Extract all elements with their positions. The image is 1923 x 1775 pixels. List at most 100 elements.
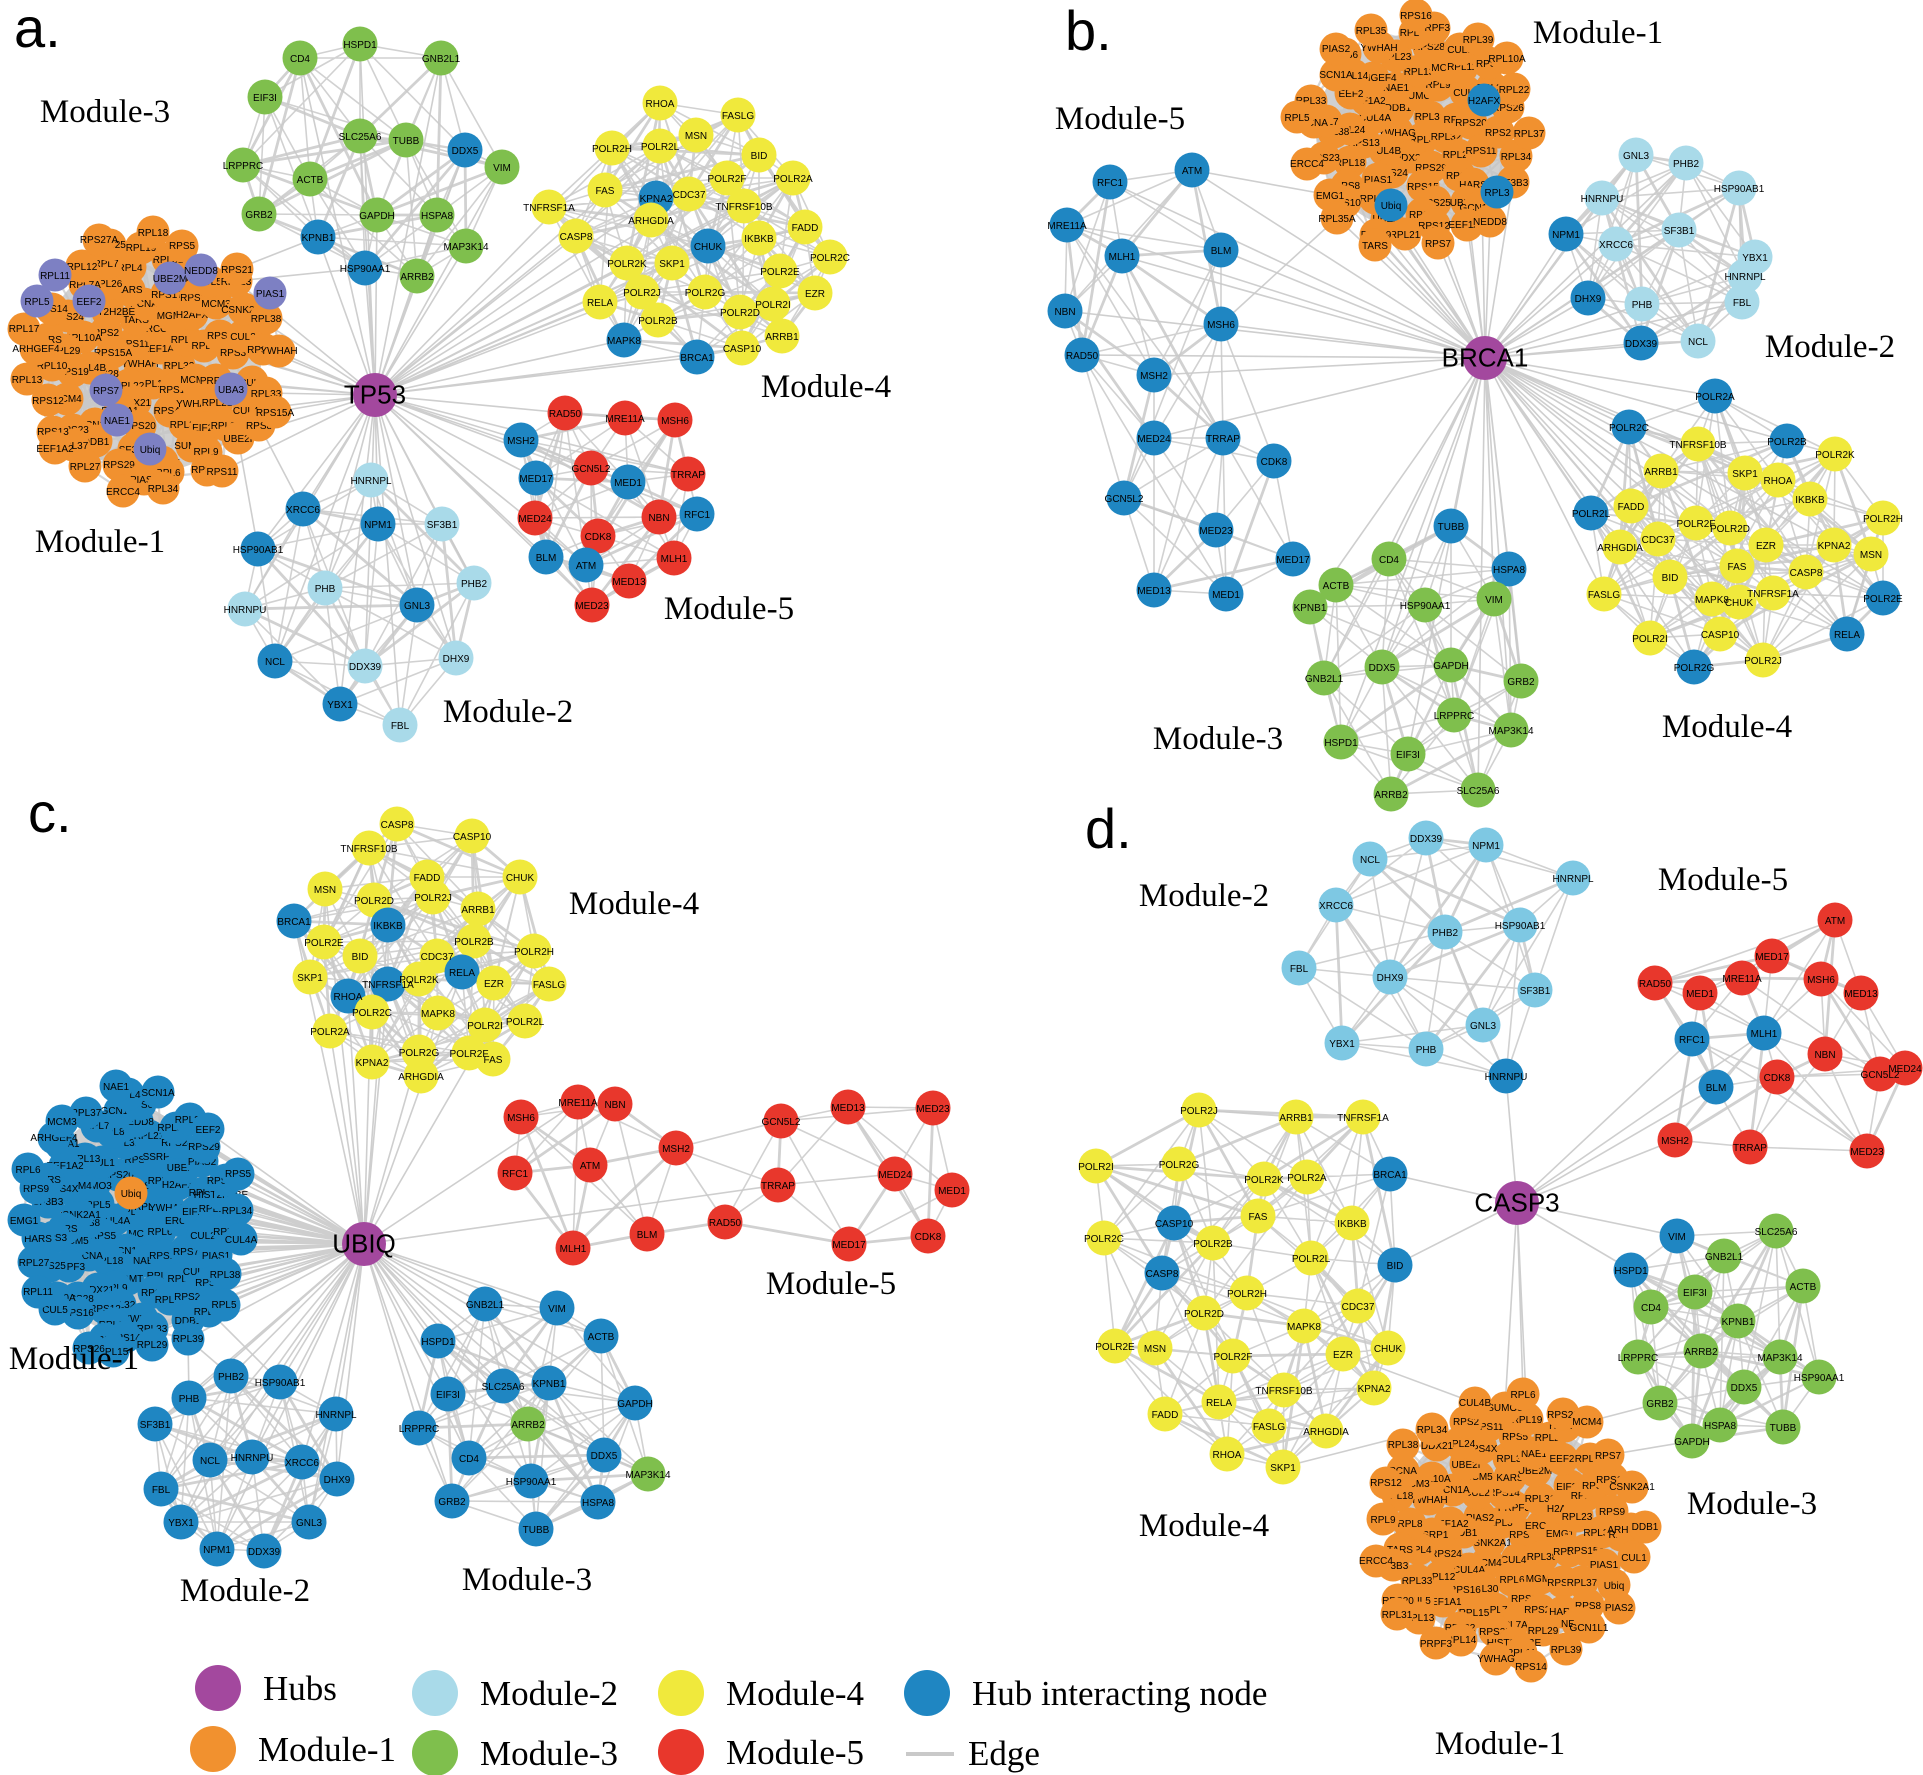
svg-text:RAD50: RAD50 (1639, 979, 1672, 990)
svg-text:NPM1: NPM1 (1472, 841, 1500, 852)
svg-text:NEDD8: NEDD8 (120, 1117, 154, 1128)
svg-text:MLH1: MLH1 (661, 554, 688, 565)
svg-text:RPL5: RPL5 (24, 297, 49, 308)
svg-text:MED23: MED23 (575, 601, 609, 612)
svg-text:RPS12: RPS12 (89, 1304, 121, 1315)
svg-text:ARHGEF4: ARHGEF4 (1349, 73, 1397, 84)
svg-text:GCN5L2: GCN5L2 (1105, 494, 1144, 505)
svg-text:KPNA2: KPNA2 (640, 194, 673, 205)
svg-text:POLR2B: POLR2B (454, 937, 494, 948)
svg-text:POLR2F: POLR2F (1677, 519, 1716, 530)
svg-text:HARS: HARS (1459, 180, 1487, 191)
svg-text:UBE2M: UBE2M (167, 1163, 201, 1174)
svg-text:RPL12: RPL12 (199, 1204, 230, 1215)
svg-text:FADD: FADD (792, 223, 819, 234)
svg-text:RPL31: RPL31 (1382, 1610, 1413, 1621)
svg-text:Ubiq: Ubiq (1381, 201, 1402, 212)
svg-text:CASP8: CASP8 (560, 232, 593, 243)
svg-text:RPL37: RPL37 (1567, 1578, 1598, 1589)
svg-text:MCM5: MCM5 (1463, 1472, 1493, 1483)
svg-text:YWHAH: YWHAH (1360, 43, 1397, 54)
svg-text:POLR2K: POLR2K (399, 975, 439, 986)
svg-text:ATM: ATM (580, 1161, 600, 1172)
svg-text:RELA: RELA (1834, 630, 1860, 641)
svg-text:PHB2: PHB2 (1432, 928, 1459, 939)
svg-text:RPL29: RPL29 (50, 346, 81, 357)
svg-text:PHB2: PHB2 (218, 1372, 245, 1383)
svg-text:CHUK: CHUK (506, 873, 535, 884)
svg-text:MAPK8: MAPK8 (1287, 1322, 1321, 1333)
svg-text:RPL4: RPL4 (117, 263, 142, 274)
svg-text:FBL: FBL (391, 721, 410, 732)
svg-text:CUL5: CUL5 (1447, 45, 1473, 56)
svg-text:XRCC6: XRCC6 (286, 505, 320, 516)
svg-text:HSP90AA1: HSP90AA1 (1794, 1373, 1845, 1384)
svg-text:RPL39: RPL39 (173, 1334, 204, 1345)
svg-text:RPL34: RPL34 (1501, 152, 1532, 163)
svg-text:RPL14: RPL14 (1338, 71, 1369, 82)
svg-text:RPS29: RPS29 (188, 1142, 220, 1153)
svg-text:RPS26: RPS26 (1553, 1547, 1585, 1558)
svg-text:RPS2: RPS2 (141, 1288, 168, 1299)
svg-text:SF3B3: SF3B3 (1378, 1561, 1409, 1572)
svg-text:PIAS1: PIAS1 (1364, 175, 1393, 186)
svg-text:POLR2F: POLR2F (1214, 1352, 1253, 1363)
svg-text:SLC25A6: SLC25A6 (1755, 1227, 1798, 1238)
svg-text:FAS: FAS (596, 186, 615, 197)
svg-text:GRB2: GRB2 (1507, 677, 1535, 688)
svg-text:POLR2G: POLR2G (1159, 1160, 1200, 1171)
svg-text:FBL: FBL (152, 1485, 171, 1496)
svg-text:MED1: MED1 (1686, 989, 1714, 1000)
svg-text:IKBKB: IKBKB (373, 921, 403, 932)
svg-text:POLR2C: POLR2C (810, 253, 850, 264)
svg-text:HIST2H2BE: HIST2H2BE (81, 307, 136, 318)
svg-text:SSRP1: SSRP1 (143, 1152, 176, 1163)
svg-text:RPS20: RPS20 (102, 1170, 134, 1181)
svg-text:RPL26: RPL26 (1400, 28, 1431, 39)
svg-text:CHUK: CHUK (1725, 598, 1754, 609)
svg-text:MSH2: MSH2 (1140, 371, 1168, 382)
svg-text:RPS11: RPS11 (125, 1155, 156, 1166)
svg-text:FASLG: FASLG (722, 111, 754, 122)
svg-text:NAE1: NAE1 (133, 1256, 160, 1267)
svg-text:PRPF3: PRPF3 (53, 1262, 86, 1273)
svg-text:MED24: MED24 (1137, 434, 1171, 445)
svg-text:TNFRSF10B: TNFRSF10B (1669, 440, 1727, 451)
svg-text:ARHGDIA: ARHGDIA (628, 216, 674, 227)
svg-text:RPL10: RPL10 (37, 361, 68, 372)
svg-text:SF3B1: SF3B1 (1520, 986, 1551, 997)
svg-text:RPL8: RPL8 (191, 341, 216, 352)
svg-text:RPL34: RPL34 (148, 484, 179, 495)
svg-text:RPS26: RPS26 (73, 1344, 105, 1355)
svg-text:MAP3K14: MAP3K14 (625, 1470, 670, 1481)
svg-text:RPL31: RPL31 (110, 1138, 141, 1149)
svg-text:SF3B1: SF3B1 (1664, 226, 1695, 237)
svg-text:DDX39: DDX39 (349, 662, 382, 673)
svg-text:RPL23: RPL23 (1381, 52, 1412, 63)
svg-text:UBA3: UBA3 (218, 385, 245, 396)
svg-text:POLR2I: POLR2I (1078, 1162, 1114, 1173)
svg-text:MED17: MED17 (1755, 952, 1789, 963)
svg-text:NCL: NCL (1360, 855, 1380, 866)
svg-text:RHOA: RHOA (646, 99, 675, 110)
svg-text:ARRB2: ARRB2 (1374, 790, 1408, 801)
svg-text:UBE2I: UBE2I (1452, 1460, 1481, 1471)
svg-text:TRRAP: TRRAP (671, 470, 705, 481)
svg-text:RPS11: RPS11 (1473, 1422, 1504, 1433)
svg-text:BID: BID (751, 151, 768, 162)
svg-text:DDX5: DDX5 (591, 1451, 618, 1462)
svg-text:HSPD1: HSPD1 (421, 1337, 455, 1348)
svg-text:YWHAH: YWHAH (260, 346, 297, 357)
svg-text:MAPK8: MAPK8 (1695, 595, 1729, 606)
svg-text:GRB2: GRB2 (1646, 1399, 1674, 1410)
svg-text:VIM: VIM (1668, 1232, 1686, 1243)
svg-text:MSN: MSN (314, 885, 336, 896)
svg-text:MED13: MED13 (1844, 989, 1878, 1000)
svg-text:RPL12: RPL12 (1360, 194, 1391, 205)
svg-text:RPS5: RPS5 (90, 1231, 117, 1242)
svg-text:POLR2A: POLR2A (773, 174, 813, 185)
svg-text:LRPPRC: LRPPRC (1618, 1353, 1659, 1364)
svg-text:DDB1: DDB1 (1451, 1528, 1478, 1539)
svg-text:YBX1: YBX1 (1329, 1039, 1355, 1050)
svg-text:PHB2: PHB2 (1673, 159, 1700, 170)
